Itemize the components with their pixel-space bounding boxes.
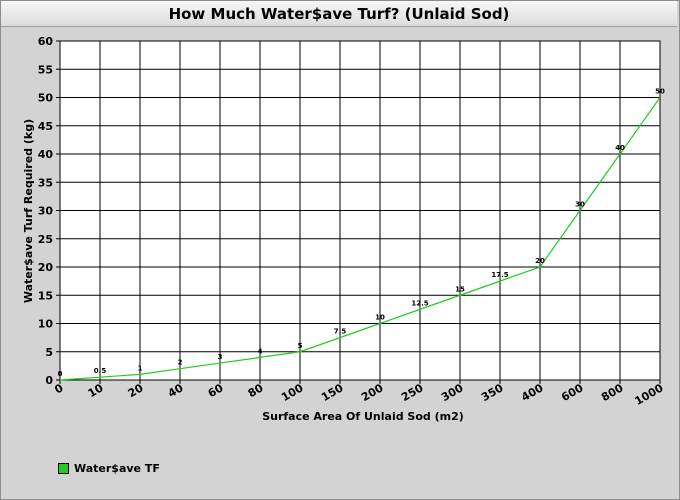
data-label: 30 xyxy=(575,201,585,209)
legend-label: Water$ave TF xyxy=(74,462,160,475)
data-label: 7.5 xyxy=(334,328,347,336)
series-line xyxy=(59,97,661,381)
data-label: 10 xyxy=(375,314,385,322)
y-tick-label: 5 xyxy=(45,346,53,359)
x-tick-label: 150 xyxy=(319,381,346,404)
x-tick-label: 350 xyxy=(479,381,506,404)
x-tick-label: 60 xyxy=(206,381,226,400)
x-tick-label: 100 xyxy=(279,381,306,404)
data-label: 4 xyxy=(258,347,263,355)
y-tick-label: 15 xyxy=(38,289,53,302)
data-label: 40 xyxy=(615,144,625,152)
x-tick-label: 20 xyxy=(126,381,146,400)
y-tick-label: 30 xyxy=(38,205,54,218)
y-tick-label: 45 xyxy=(38,120,53,133)
x-tick-label: 400 xyxy=(519,381,546,404)
x-tick-label: 300 xyxy=(439,381,466,404)
y-tick-label: 60 xyxy=(38,35,54,48)
x-axis-label: Surface Area Of Unlaid Sod (m2) xyxy=(262,410,464,423)
y-tick-label: 0 xyxy=(45,374,53,387)
y-tick-label: 35 xyxy=(38,176,53,189)
x-tick-label: 40 xyxy=(166,381,186,400)
chart-title: How Much Water$ave Turf? (Unlaid Sod) xyxy=(1,1,677,27)
data-label: 0 xyxy=(58,370,63,378)
data-label: 20 xyxy=(535,257,545,265)
y-tick-label: 40 xyxy=(38,148,54,161)
data-label: 15 xyxy=(455,285,465,293)
x-tick-label: 1000 xyxy=(632,381,665,408)
legend: Water$ave TF xyxy=(58,462,160,475)
y-tick-label: 55 xyxy=(38,63,53,76)
data-label: 5 xyxy=(298,342,303,350)
data-label: 2 xyxy=(178,359,183,367)
legend-swatch xyxy=(58,463,69,474)
data-label: 3 xyxy=(218,353,223,361)
x-tick-label: 600 xyxy=(559,381,586,404)
grid-lines xyxy=(59,40,661,381)
y-tick-label: 10 xyxy=(38,318,54,331)
x-tick-label: 10 xyxy=(86,381,106,400)
x-tick-label: 0 xyxy=(52,381,65,396)
y-tick-label: 25 xyxy=(38,233,53,246)
series-group: 0 0.5 1 2 3 4 5 7.5 10 12.5 15 17.5 20 30 40 50 xyxy=(58,88,665,381)
y-tick-label: 20 xyxy=(38,261,54,274)
data-label: 0.5 xyxy=(94,367,107,375)
data-label: 17.5 xyxy=(491,271,508,279)
y-axis-label: Water$ave Turf Required (kg) xyxy=(22,119,35,303)
data-label: 50 xyxy=(655,88,665,96)
data-label: 1 xyxy=(138,364,143,372)
x-tick-label: 200 xyxy=(359,381,386,404)
x-tick-label: 250 xyxy=(399,381,426,404)
x-axis-ticks: 0 10 20 40 60 80 100 150 200 250 300 350 400 600 800 10… xyxy=(52,380,666,408)
y-axis-ticks: 0 5 10 15 20 25 30 35 40 45 50 55 60 xyxy=(38,35,60,387)
x-tick-label: 800 xyxy=(599,381,626,404)
y-tick-label: 50 xyxy=(38,92,54,105)
x-tick-label: 80 xyxy=(246,381,266,400)
data-label: 12.5 xyxy=(411,299,428,307)
